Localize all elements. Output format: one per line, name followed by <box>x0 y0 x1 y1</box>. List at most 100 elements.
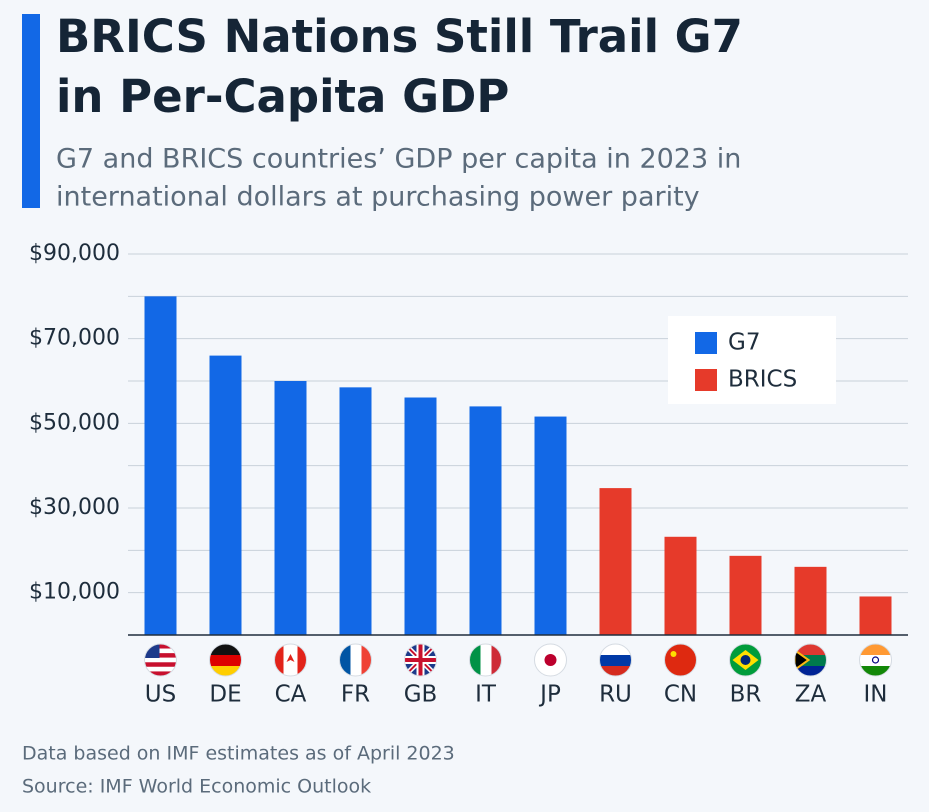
subtitle: G7 and BRICS countries’ GDP per capita i… <box>56 144 741 175</box>
flag-part <box>339 644 351 676</box>
flag-border <box>144 643 177 677</box>
flag-border <box>274 643 307 677</box>
flag-part <box>144 671 177 676</box>
flag-border <box>404 643 437 677</box>
flag-part <box>144 648 177 654</box>
footnote: Data based on IMF estimates as of April … <box>22 743 455 765</box>
flag <box>534 644 567 676</box>
flag-part <box>350 644 362 676</box>
bar <box>534 416 567 635</box>
x-tick-label: BR <box>730 682 762 708</box>
flag-part <box>794 644 827 655</box>
flag-border <box>469 643 502 677</box>
bar <box>274 381 307 635</box>
flag-part <box>480 644 492 676</box>
flag-part <box>740 655 751 665</box>
flag-part <box>599 666 632 676</box>
x-tick-label: GB <box>404 682 438 708</box>
flag <box>339 644 372 676</box>
bar <box>469 406 502 635</box>
flag-border <box>729 643 762 677</box>
flag <box>729 644 762 676</box>
flag-border <box>664 643 697 677</box>
flag <box>209 644 242 676</box>
flag-part <box>664 644 697 676</box>
chart-title: BRICS Nations Still Trail G7 <box>56 10 743 63</box>
x-tick-label: IN <box>864 682 888 708</box>
flag-part <box>361 644 372 676</box>
flag-part <box>859 666 892 676</box>
flag-border <box>339 643 372 677</box>
flag-border <box>534 643 567 677</box>
source: Source: IMF World Economic Outlook <box>22 776 371 798</box>
flag <box>469 644 502 676</box>
flag-part <box>794 648 811 672</box>
flag-part <box>670 651 677 657</box>
flag-part <box>794 666 827 676</box>
flag-part <box>144 662 177 667</box>
y-tick-label: $30,000 <box>29 495 120 520</box>
flag-part <box>274 644 284 676</box>
legend-swatch <box>695 369 717 391</box>
flag-part <box>144 653 177 658</box>
bar <box>859 596 892 635</box>
x-tick-label: ZA <box>795 682 827 708</box>
flag-part <box>297 644 307 676</box>
flag-part <box>859 644 892 655</box>
x-tick-label: US <box>145 682 176 708</box>
flag-part <box>209 666 242 676</box>
flag <box>794 644 827 676</box>
flag-border <box>209 643 242 677</box>
chart-title: in Per-Capita GDP <box>56 70 509 123</box>
x-tick-label: JP <box>538 682 561 708</box>
bar <box>144 296 177 635</box>
flag-part <box>469 644 481 676</box>
accent-bar <box>22 14 40 208</box>
legend-label: G7 <box>728 330 760 356</box>
flag-part <box>144 644 177 649</box>
flag-part <box>144 666 177 672</box>
flag <box>404 644 437 676</box>
x-tick-label: CN <box>664 682 697 708</box>
x-tick-label: DE <box>209 682 241 708</box>
bar <box>599 488 632 635</box>
flag <box>599 644 632 676</box>
legend-swatch <box>695 332 717 354</box>
flag-part <box>491 644 502 676</box>
flag-part <box>599 655 632 666</box>
x-tick-label: CA <box>275 682 307 708</box>
flag-part <box>859 655 892 666</box>
flag-part <box>794 655 827 666</box>
flag-part <box>209 644 242 655</box>
bar <box>664 536 697 635</box>
flag-part <box>286 654 295 662</box>
flag-part <box>599 644 632 655</box>
flag <box>664 644 697 676</box>
flag-border <box>859 643 892 677</box>
y-tick-label: $50,000 <box>29 410 120 435</box>
x-tick-label: RU <box>599 682 632 708</box>
flag-border <box>599 643 632 677</box>
flag-part <box>209 655 242 666</box>
bar <box>209 355 242 635</box>
flag-part <box>418 644 423 676</box>
x-tick-label: FR <box>341 682 370 708</box>
bar <box>404 397 437 635</box>
legend-label: BRICS <box>728 367 797 393</box>
bar <box>794 566 827 635</box>
bar <box>339 387 372 635</box>
x-tick-label: IT <box>475 682 497 708</box>
flag-part <box>871 656 880 664</box>
y-tick-label: $70,000 <box>29 326 120 351</box>
y-tick-label: $90,000 <box>29 241 120 266</box>
y-tick-label: $10,000 <box>29 580 120 605</box>
flag <box>144 644 177 676</box>
flag <box>274 644 307 676</box>
flag-part <box>544 654 557 666</box>
flag-border <box>794 643 827 677</box>
flag <box>859 644 892 676</box>
flag-part <box>144 657 177 663</box>
subtitle: international dollars at purchasing powe… <box>56 182 700 213</box>
bar <box>729 555 762 635</box>
